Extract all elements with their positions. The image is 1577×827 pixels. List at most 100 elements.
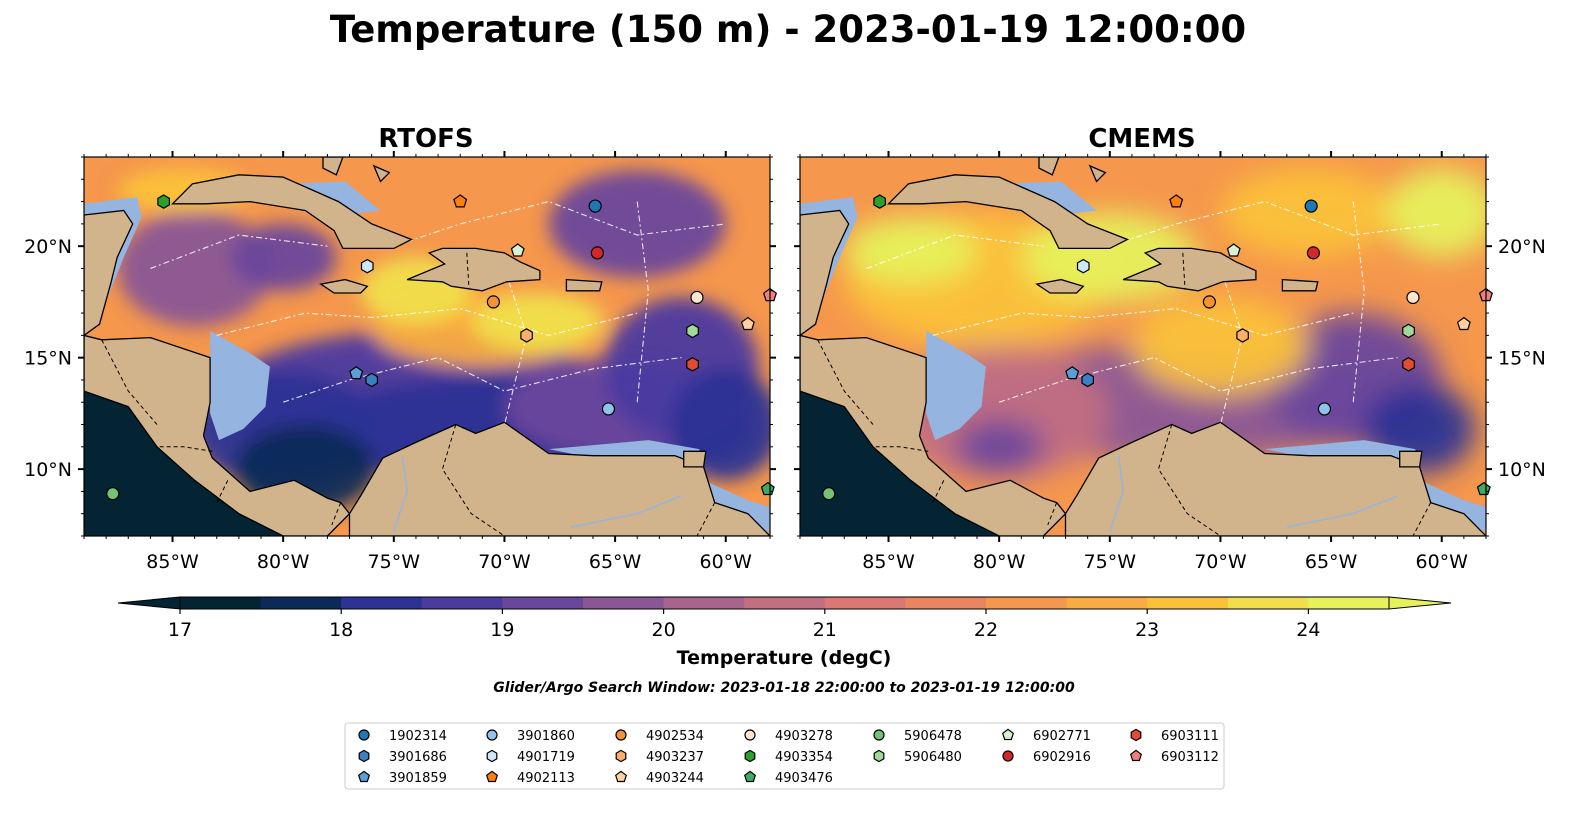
colorbar-segment: [1227, 597, 1309, 609]
float-legend: 1902314 3901686 3901859 3901860 4901719 49021…: [344, 722, 1225, 790]
colorbar-segment: [986, 597, 1068, 609]
float-4902113: [453, 194, 468, 208]
land-bahamas2: [1088, 164, 1107, 183]
float-4903237: [520, 328, 533, 343]
colorbar-segment: [421, 597, 503, 609]
panel-title-cmems: CMEMS: [1088, 124, 1195, 154]
float-4901719: [360, 258, 374, 274]
legend-marker-4903237: [615, 749, 627, 763]
colorbar-segment: [260, 597, 342, 609]
legend-marker-6903111: [1130, 728, 1142, 742]
land-jamaica: [1035, 278, 1085, 294]
legend-label-4903278: 4903278: [775, 729, 833, 744]
y-tick-label: 10°N: [1498, 459, 1546, 481]
colorbar-segment: [1066, 597, 1148, 609]
land-southAmerica: [348, 421, 770, 536]
legend-label-5906480: 5906480: [904, 750, 962, 765]
land-cuba: [886, 174, 1130, 250]
float-4903237: [1236, 328, 1249, 343]
x-tick-label: 60°W: [700, 551, 753, 573]
legend-label-6903111: 6903111: [1161, 729, 1219, 744]
colorbar-tick-label: 17: [168, 619, 192, 641]
float-3901859: [1065, 365, 1080, 380]
colorbar-tick-label: 19: [490, 619, 514, 641]
map-border-rtofs: [83, 156, 771, 537]
float-markers-cmems: [822, 194, 1494, 501]
colorbar-segment: [1308, 597, 1390, 609]
panel-title-rtofs: RTOFS: [378, 124, 473, 154]
float-4903244: [740, 316, 755, 331]
pacific-ocean: [800, 391, 1000, 536]
land-cuba: [170, 174, 414, 250]
colorbar-segment: [663, 597, 745, 609]
float-4903354: [157, 194, 170, 209]
x-tick-label: 70°W: [478, 551, 531, 573]
float-3901686: [365, 372, 378, 388]
colorbar-outline: [179, 596, 1390, 610]
land-trinidad: [683, 450, 707, 468]
land-puertoRico: [565, 278, 603, 292]
colorbar-tick-label: 18: [329, 619, 353, 641]
river: [393, 455, 408, 532]
float-1902314: [588, 199, 602, 213]
shelf-region: [926, 330, 986, 441]
colorbar-segment: [905, 597, 987, 609]
y-tick-label: 10°N: [24, 459, 72, 481]
colorbar-tick-label: 23: [1135, 619, 1159, 641]
legend-label-5906478: 5906478: [904, 729, 962, 744]
land-yucatan: [800, 209, 850, 337]
legend-marker-4902113: [485, 770, 499, 783]
x-tick-label: 75°W: [368, 551, 421, 573]
land-bahamas1: [322, 157, 344, 176]
float-6902916: [1306, 246, 1320, 260]
legend-marker-4903244: [614, 770, 628, 783]
legend-label-4903244: 4903244: [646, 771, 704, 786]
legend-label-6902916: 6902916: [1033, 750, 1091, 765]
x-tick-label: 85°W: [862, 551, 915, 573]
float-3901686: [1081, 372, 1095, 388]
shelf-region: [210, 330, 270, 441]
legend-label-4903237: 4903237: [646, 750, 704, 765]
colorbar-segment: [583, 597, 665, 609]
legend-marker-5906480: [873, 749, 885, 763]
legend-marker-6903112: [1129, 749, 1143, 762]
panel-cmems: CMEMS 85°W 80°W 75°W 70°W 65°W 60°W 10°N 15°N 20…: [794, 124, 1546, 573]
x-tick-label: 65°W: [589, 551, 642, 573]
legend-label-4902113: 4902113: [517, 771, 575, 786]
x-tick-label: 70°W: [1194, 551, 1247, 573]
colorbar-extend-low: [117, 596, 181, 610]
float-6902771: [510, 243, 525, 257]
float-4903278: [690, 290, 704, 305]
legend-label-6902771: 6902771: [1033, 729, 1091, 744]
legend-marker-3901859: [357, 770, 371, 783]
legend-label-1902314: 1902314: [389, 729, 447, 744]
colorbar-segment: [744, 597, 826, 609]
float-4903244: [1456, 316, 1471, 331]
colorbar-label: Temperature (degC): [677, 647, 892, 669]
legend-marker-6902916: [1002, 750, 1014, 762]
colorbar-tick-label: 20: [652, 619, 676, 641]
x-tick-label: 80°W: [257, 551, 310, 573]
legend-marker-4903476: [743, 770, 757, 783]
float-4901719: [1076, 258, 1090, 274]
float-3901860: [601, 402, 616, 416]
float-4902534: [1202, 295, 1216, 309]
country-borders: [817, 252, 1432, 536]
figure-title: Temperature (150 m) - 2023-01-19 12:00:0…: [330, 8, 1246, 51]
colorbar-segment: [180, 597, 262, 609]
float-4903354: [873, 194, 887, 209]
legend-marker-1902314: [358, 729, 370, 741]
land-jamaica: [319, 278, 369, 294]
y-tick-label: 20°N: [1498, 236, 1546, 258]
land-hispaniola: [406, 247, 541, 292]
river: [1109, 455, 1124, 532]
legend-label-4902534: 4902534: [646, 729, 704, 744]
float-5906478: [106, 487, 120, 501]
legend-marker-3901860: [486, 729, 498, 741]
map-axes-rtofs: 85°W 80°W 75°W 70°W 65°W 60°W 10°N 15°N 20°N: [24, 151, 776, 573]
float-1902314: [1304, 199, 1318, 213]
eez-boundaries: [150, 201, 726, 425]
legend-marker-6902771: [1001, 728, 1015, 741]
panel-rtofs: RTOFS 85°W 80°W 75°W 70°W 65°W 60°W 10°N 15°N 20…: [24, 124, 778, 573]
river: [1286, 495, 1398, 528]
